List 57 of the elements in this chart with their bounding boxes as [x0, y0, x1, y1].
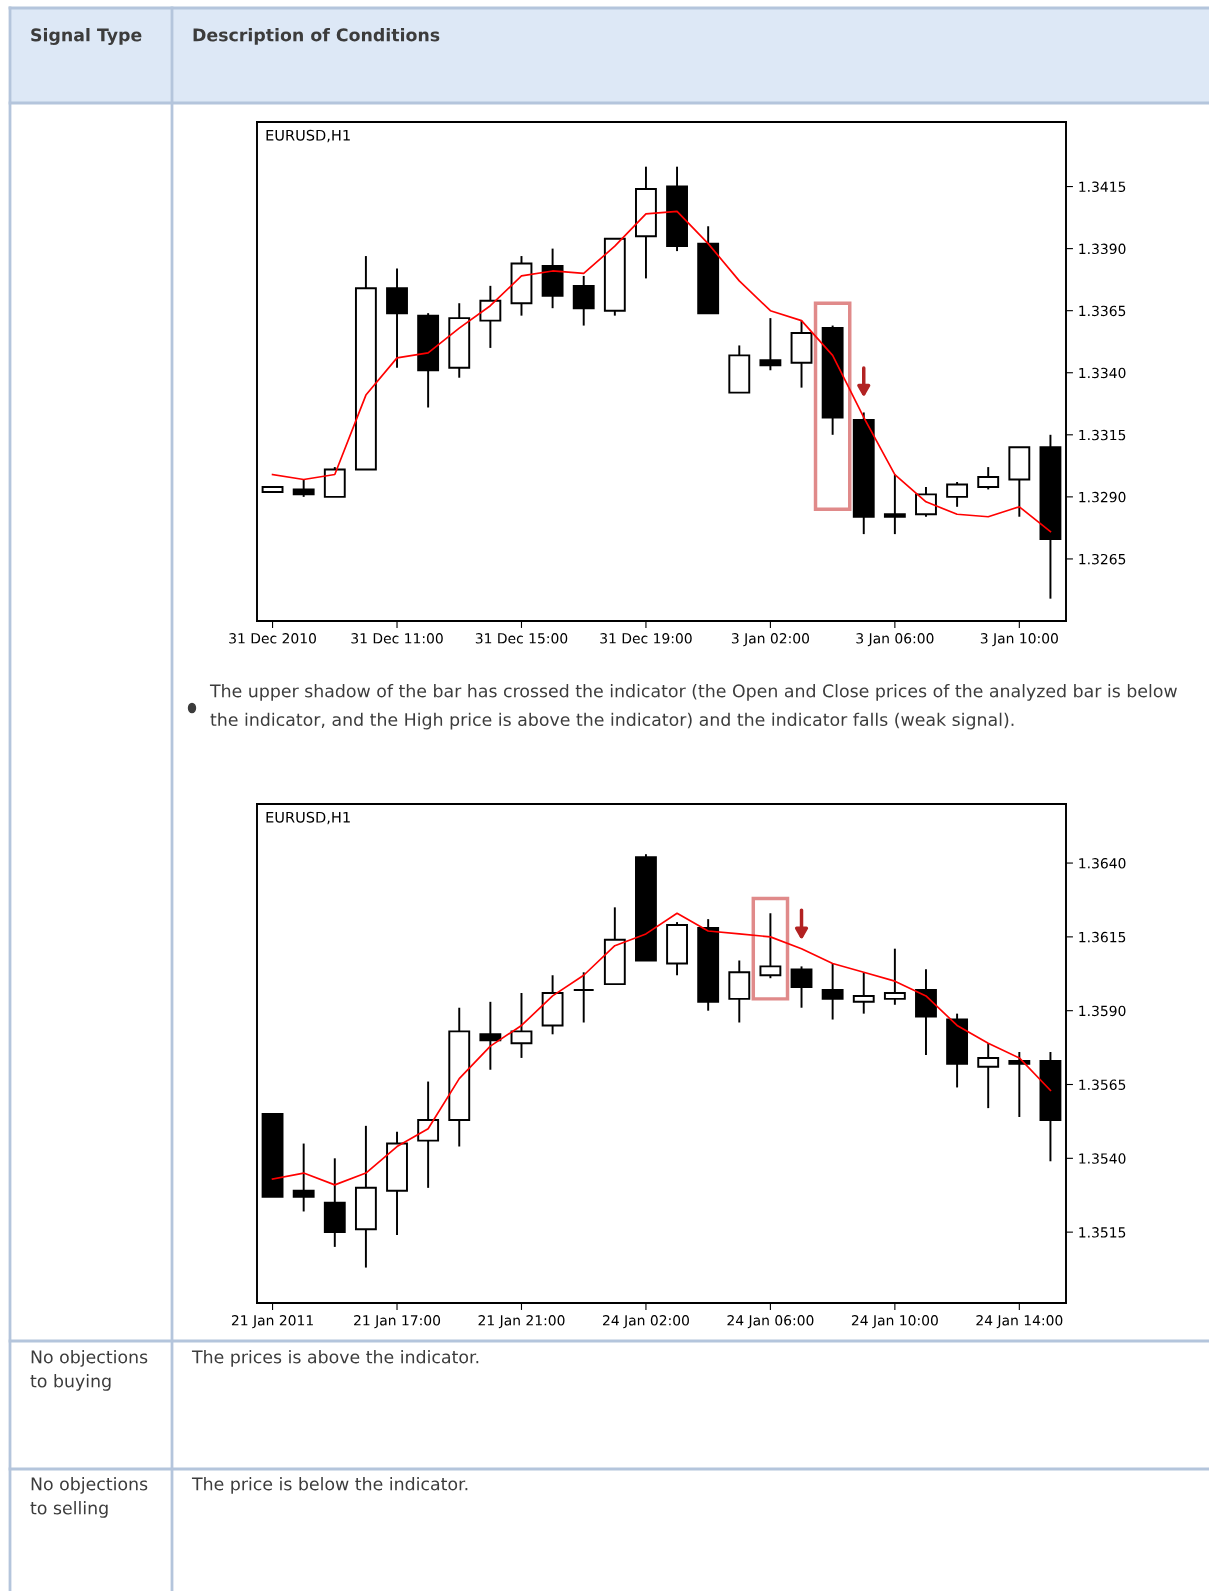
chart-title: EURUSD,H1 [266, 129, 350, 143]
y-tick-label: 1.3290 [1079, 491, 1126, 503]
x-tick-label: 3 Jan 10:00 [980, 633, 1058, 647]
text: The prices is above the indicator. [191, 1350, 479, 1367]
candlestick [292, 1142, 315, 1213]
candlestick [883, 473, 906, 536]
candlestick [1008, 1051, 1031, 1118]
candlestick [759, 317, 782, 372]
candlestick [852, 971, 875, 1015]
text: The price is below the indicator. [191, 1477, 468, 1494]
x-tick-label: 24 Jan 02:00 [602, 1315, 689, 1329]
chart-title: EURUSD,H1 [266, 811, 350, 825]
text: Signal Type [31, 28, 142, 45]
candlestick [946, 481, 969, 508]
candlestick [759, 912, 782, 980]
y-tick-label: 1.3265 [1079, 553, 1126, 565]
line-series [271, 210, 1052, 533]
x-tick-label: 21 Jan 17:00 [354, 1315, 441, 1329]
text: The upper shadow of the bar has crossed the indicator (the Open and Close prices of the analyzed bar is below the indicator, and the High price is above the indicator) and the indicator falls (weak signal). [209, 684, 1177, 730]
candlestick [572, 274, 595, 327]
candlestick [417, 1080, 440, 1189]
y-tick-label: 1.3615 [1079, 931, 1126, 943]
y-tick-label: 1.3365 [1079, 305, 1126, 317]
y-tick-label: 1.3340 [1079, 367, 1126, 379]
candlestick [479, 284, 502, 349]
x-tick-label: 31 Dec 2010 [229, 633, 316, 644]
x-tick-label: 21 Jan 21:00 [478, 1315, 565, 1329]
candlestick [977, 1042, 1000, 1110]
y-tick-label: 1.3315 [1079, 429, 1126, 441]
x-tick-label: 24 Jan 14:00 [976, 1315, 1063, 1329]
x-tick-label: 21 Jan 2011 [231, 1315, 313, 1329]
text: No objections to selling [30, 1477, 148, 1518]
y-tick-label: 1.3590 [1079, 1005, 1126, 1017]
line-series [271, 912, 1052, 1186]
x-tick-label: 31 Dec 11:00 [351, 633, 443, 644]
candlestick [821, 962, 844, 1021]
candlestick [915, 485, 937, 518]
candlestick [510, 992, 533, 1059]
x-tick-label: 31 Dec 19:00 [600, 633, 692, 644]
text: No objections to buying [30, 1350, 148, 1391]
candlestick [883, 947, 906, 1006]
x-tick-label: 3 Jan 02:00 [731, 633, 810, 647]
x-tick-label: 24 Jan 10:00 [851, 1315, 938, 1329]
text: Description of Conditions [193, 28, 440, 45]
y-tick-label: 1.3565 [1079, 1079, 1126, 1090]
candlestick [572, 971, 595, 1024]
x-tick-label: 24 Jan 06:00 [727, 1315, 814, 1329]
x-tick-label: 31 Dec 15:00 [475, 633, 568, 644]
candlestick [977, 466, 1000, 491]
x-tick-label: 3 Jan 06:00 [856, 633, 934, 647]
candlestick [790, 965, 813, 1009]
y-tick-label: 1.3515 [1079, 1227, 1126, 1238]
candlestick [479, 1000, 502, 1071]
y-tick-label: 1.3415 [1079, 181, 1126, 193]
y-tick-label: 1.3640 [1079, 858, 1126, 869]
y-tick-label: 1.3390 [1079, 243, 1126, 255]
y-tick-label: 1.3540 [1079, 1153, 1126, 1164]
